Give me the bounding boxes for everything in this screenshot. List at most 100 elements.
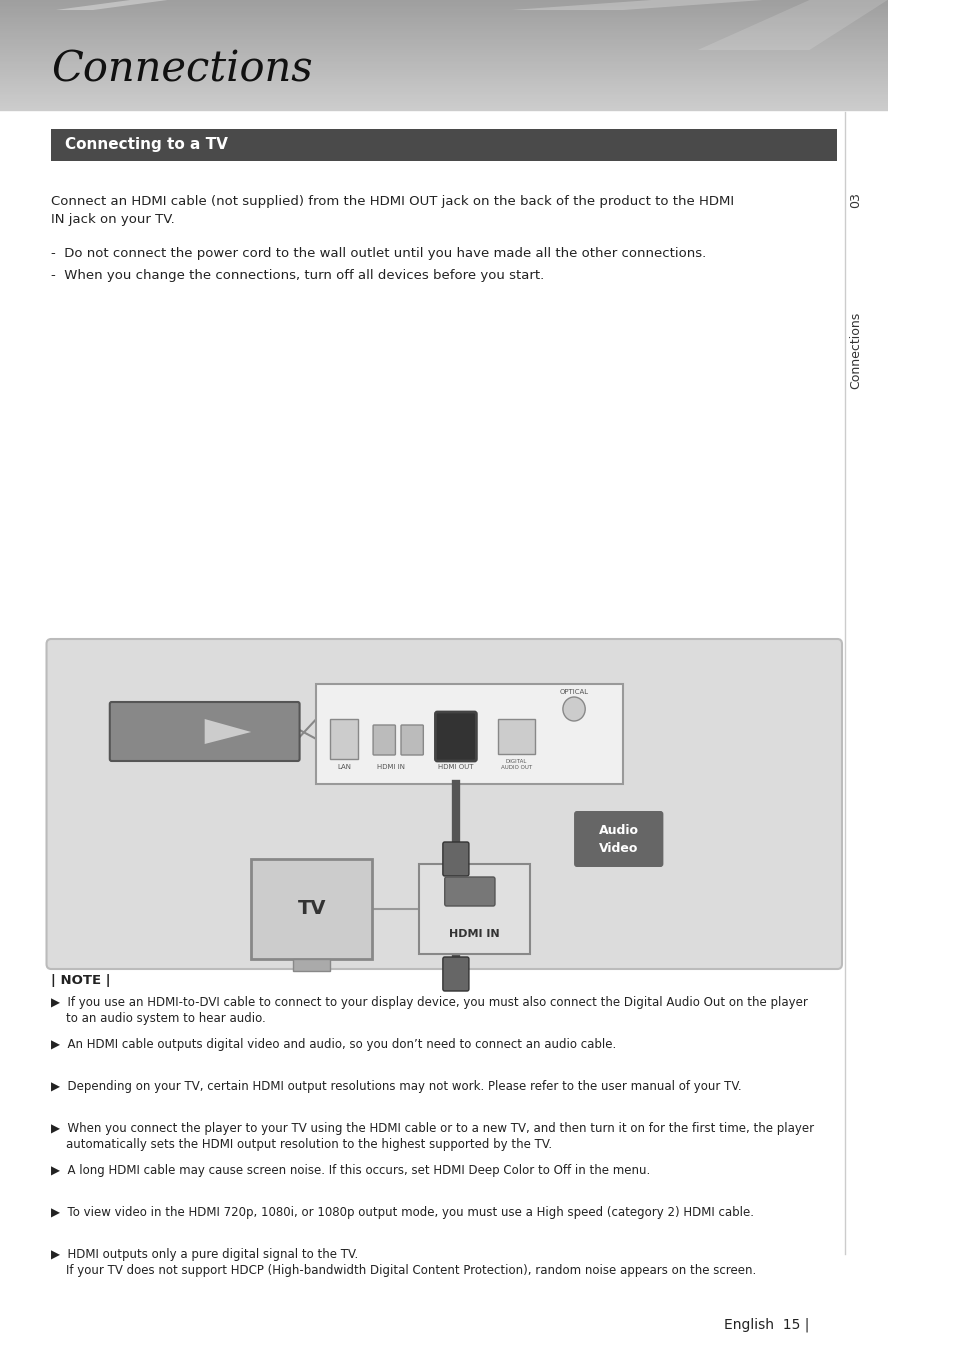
Bar	[0, 46, 886, 47]
Bar	[0, 50, 886, 51]
Bar	[0, 66, 886, 68]
Polygon shape	[697, 0, 886, 50]
Bar	[0, 43, 886, 46]
Bar	[0, 99, 886, 100]
Bar	[0, 51, 886, 53]
Bar	[0, 27, 886, 30]
Bar	[0, 11, 886, 12]
Bar	[418, 864, 530, 955]
Text: | NOTE |: | NOTE |	[51, 974, 111, 987]
Bar	[0, 64, 886, 66]
Bar	[316, 684, 622, 784]
Bar	[0, 88, 886, 89]
FancyBboxPatch shape	[47, 639, 841, 969]
Bar	[497, 719, 535, 754]
Bar	[0, 83, 886, 84]
Text: -  When you change the connections, turn off all devices before you start.: - When you change the connections, turn …	[51, 269, 544, 282]
Bar	[0, 73, 886, 76]
Bar	[251, 858, 372, 959]
Bar	[0, 31, 886, 32]
Text: ▶  If you use an HDMI-to-DVI cable to connect to your display device, you must a: ▶ If you use an HDMI-to-DVI cable to con…	[51, 997, 807, 1009]
FancyBboxPatch shape	[110, 701, 299, 761]
Bar	[0, 104, 886, 107]
Text: automatically sets the HDMI output resolution to the highest supported by the TV: automatically sets the HDMI output resol…	[51, 1137, 552, 1151]
Bar	[0, 92, 886, 93]
Text: ▶  When you connect the player to your TV using the HDMI cable or to a new TV, a: ▶ When you connect the player to your TV…	[51, 1122, 814, 1135]
Bar	[0, 32, 886, 35]
Text: Connecting to a TV: Connecting to a TV	[65, 138, 228, 153]
Bar	[0, 76, 886, 77]
Bar	[0, 93, 886, 95]
Text: TV: TV	[297, 899, 326, 918]
Bar	[0, 5, 886, 7]
Bar	[0, 87, 886, 88]
Bar	[0, 77, 886, 79]
Bar	[0, 15, 886, 16]
Bar	[0, 9, 886, 11]
Bar	[0, 26, 886, 27]
Bar	[293, 959, 330, 971]
FancyBboxPatch shape	[373, 724, 395, 756]
Text: OPTICAL: OPTICAL	[558, 689, 588, 695]
Text: ▶  Depending on your TV, certain HDMI output resolutions may not work. Please re: ▶ Depending on your TV, certain HDMI out…	[51, 1080, 741, 1093]
Bar	[0, 12, 886, 15]
Bar	[0, 95, 886, 97]
Bar	[0, 84, 886, 87]
Text: Connections: Connections	[848, 311, 862, 389]
Bar	[0, 89, 886, 92]
Bar	[0, 62, 886, 64]
Text: ▶  An HDMI cable outputs digital video and audio, so you don’t need to connect a: ▶ An HDMI cable outputs digital video an…	[51, 1039, 616, 1051]
Text: ▶  A long HDMI cable may cause screen noise. If this occurs, set HDMI Deep Color: ▶ A long HDMI cable may cause screen noi…	[51, 1164, 650, 1177]
Bar	[0, 37, 886, 38]
Bar	[0, 53, 886, 56]
Text: DIGITAL
AUDIO OUT: DIGITAL AUDIO OUT	[500, 760, 532, 770]
Text: -  Do not connect the power cord to the wall outlet until you have made all the : - Do not connect the power cord to the w…	[51, 246, 705, 260]
Text: ▶  HDMI outputs only a pure digital signal to the TV.: ▶ HDMI outputs only a pure digital signa…	[51, 1248, 358, 1261]
Bar	[330, 719, 357, 760]
FancyBboxPatch shape	[444, 877, 495, 906]
Bar	[0, 1, 886, 4]
Text: LAN: LAN	[337, 764, 351, 770]
Bar	[0, 30, 886, 31]
FancyBboxPatch shape	[442, 957, 469, 991]
Bar	[0, 79, 886, 81]
Bar	[0, 38, 886, 41]
Bar	[51, 129, 837, 161]
Text: Connect an HDMI cable (not supplied) from the HDMI OUT jack on the back of the p: Connect an HDMI cable (not supplied) fro…	[51, 195, 734, 226]
Bar	[0, 56, 886, 57]
Bar	[0, 41, 886, 42]
Text: Audio
Video: Audio Video	[598, 823, 639, 854]
Bar	[0, 69, 886, 72]
Text: HDMI IN: HDMI IN	[449, 929, 499, 940]
FancyBboxPatch shape	[400, 724, 423, 756]
Polygon shape	[205, 719, 251, 743]
Circle shape	[562, 697, 584, 720]
Bar	[0, 100, 886, 103]
Polygon shape	[56, 0, 168, 9]
Bar	[0, 24, 886, 26]
Bar	[0, 42, 886, 43]
Bar	[0, 58, 886, 61]
Text: HDMI IN: HDMI IN	[376, 764, 404, 770]
Text: Connections: Connections	[51, 49, 313, 91]
Bar	[0, 47, 886, 50]
Bar	[0, 81, 886, 83]
Bar	[0, 22, 886, 24]
Bar	[0, 35, 886, 37]
Bar	[0, 68, 886, 69]
Bar	[0, 103, 886, 104]
FancyBboxPatch shape	[442, 842, 469, 876]
Bar	[0, 72, 886, 73]
Bar	[0, 61, 886, 62]
Text: to an audio system to hear audio.: to an audio system to hear audio.	[51, 1011, 266, 1025]
Bar	[0, 16, 886, 19]
Bar	[0, 19, 886, 20]
Bar	[0, 108, 886, 110]
Text: HDMI OUT: HDMI OUT	[437, 764, 473, 770]
FancyBboxPatch shape	[574, 811, 662, 867]
Polygon shape	[511, 0, 762, 9]
Text: 03: 03	[848, 192, 862, 209]
Bar	[0, 20, 886, 22]
Bar	[0, 107, 886, 108]
Text: ▶  To view video in the HDMI 720p, 1080i, or 1080p output mode, you must use a H: ▶ To view video in the HDMI 720p, 1080i,…	[51, 1206, 754, 1219]
